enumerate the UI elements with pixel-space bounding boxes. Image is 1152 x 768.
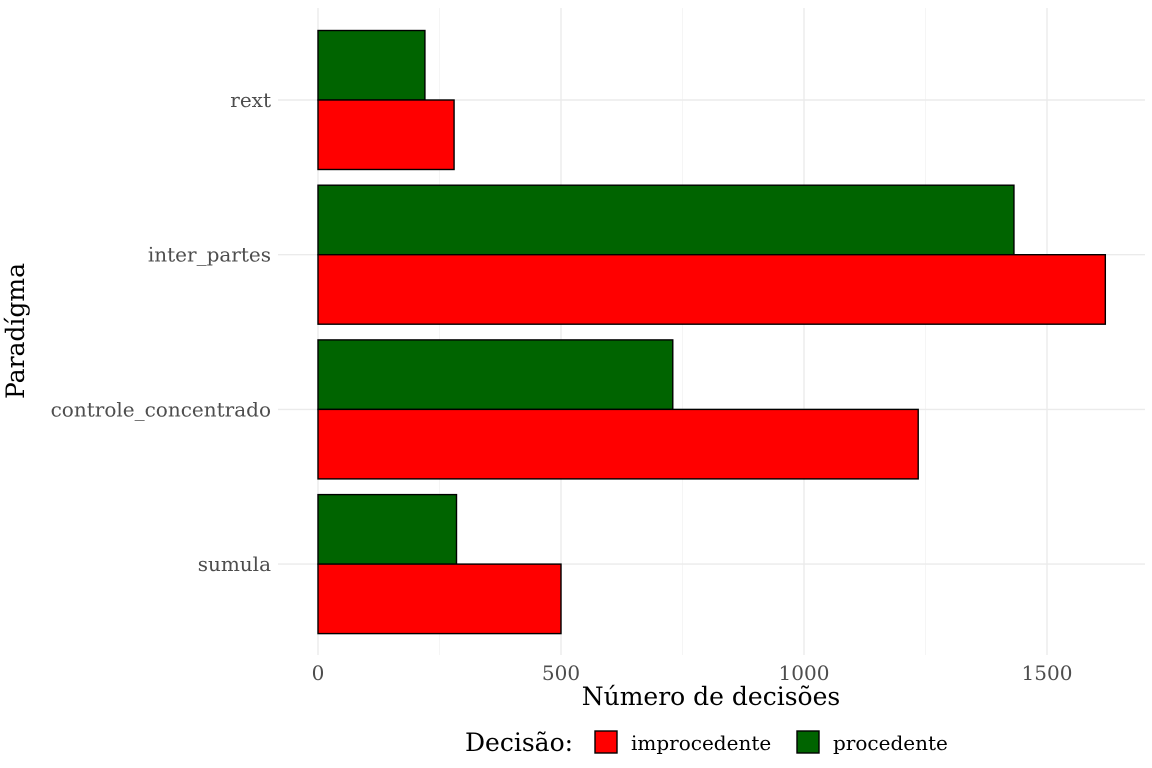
bar-improcedente-inter_partes [317,253,1107,325]
legend-title: Decisão: [465,728,573,757]
bar-improcedente-sumula [317,563,562,635]
x-tick-label: 1000 [779,661,830,685]
x-axis-title: Número de decisões [582,682,840,711]
legend-label-procedente: procedente [833,731,948,755]
legend: Decisão: improcedente procedente [465,728,948,757]
bar-improcedente-rext [317,99,455,171]
y-axis-title: Paradígma [1,263,30,399]
y-tick-label: controle_concentrado [51,397,271,421]
bar-procedente-rext [317,29,426,101]
x-tick-labels: 0 500 1000 1500 [312,661,1073,685]
bar-improcedente-controle_concentrado [317,408,919,480]
bar-procedente-inter_partes [317,184,1015,256]
x-tick-label: 500 [542,661,580,685]
y-tick-label: sumula [198,552,271,576]
legend-swatch-procedente [796,730,820,754]
bar-procedente-controle_concentrado [317,339,674,411]
y-tick-label: inter_partes [148,243,271,267]
x-tick-label: 1500 [1022,661,1073,685]
y-tick-label: rext [230,88,271,112]
bars-group [317,29,1107,635]
bar-procedente-sumula [317,493,458,565]
legend-swatch-improcedente [594,730,618,754]
x-tick-label: 0 [312,661,325,685]
legend-label-improcedente: improcedente [631,731,771,755]
y-tick-labels: rext inter_partes controle_concentradosumu… [51,88,271,576]
